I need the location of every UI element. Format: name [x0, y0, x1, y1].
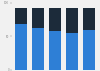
Bar	[83, 8, 95, 30]
Bar	[49, 31, 61, 70]
Bar	[49, 8, 61, 31]
Bar	[15, 24, 27, 70]
Bar	[66, 33, 78, 70]
Bar	[32, 8, 44, 28]
Bar	[83, 30, 95, 70]
Bar	[66, 8, 78, 33]
Bar	[15, 8, 27, 24]
Bar	[32, 28, 44, 70]
